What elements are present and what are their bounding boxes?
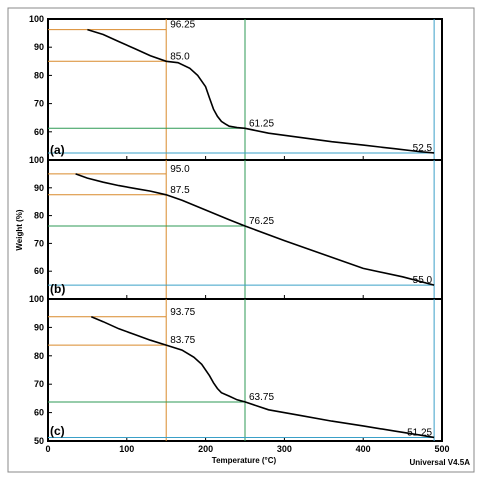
y-tick-label: 80 xyxy=(34,211,44,221)
x-tick-label: 100 xyxy=(119,444,134,454)
y-tick-label: 100 xyxy=(29,155,44,165)
value-annotation: 52.5 xyxy=(413,143,433,154)
value-annotation: 51.25 xyxy=(407,427,432,438)
weight-loss-curve xyxy=(87,28,435,154)
value-annotation: 63.75 xyxy=(249,392,274,403)
y-tick-label: 60 xyxy=(34,266,44,276)
value-annotation: 93.75 xyxy=(170,307,195,318)
value-annotation: 95.0 xyxy=(170,164,190,175)
x-tick-label: 0 xyxy=(45,444,50,454)
value-annotation: 83.75 xyxy=(170,335,195,346)
x-axis-title: Temperature (°C) xyxy=(212,456,277,465)
y-tick-label: 100 xyxy=(29,14,44,24)
y-tick-label: 90 xyxy=(34,183,44,193)
weight-loss-curve xyxy=(90,316,435,439)
value-annotation: 87.5 xyxy=(170,185,190,196)
y-tick-label: 60 xyxy=(34,127,44,137)
panel-label: (c) xyxy=(50,424,65,438)
x-tick-label: 300 xyxy=(277,444,292,454)
x-tick-label: 400 xyxy=(356,444,371,454)
x-tick-label: 500 xyxy=(434,444,449,454)
y-tick-label: 70 xyxy=(34,99,44,109)
y-tick-label: 70 xyxy=(34,238,44,248)
y-tick-label: 70 xyxy=(34,379,44,389)
value-annotation: 55.0 xyxy=(413,275,433,286)
value-annotation: 61.25 xyxy=(249,118,274,129)
y-tick-label: 90 xyxy=(34,322,44,332)
y-axis-title: Weight (%) xyxy=(15,209,24,251)
panel-3: 100 90 80 70 60 500 100 200 300 400 500 93.75 83.75 6… xyxy=(29,294,450,454)
value-annotation: 76.25 xyxy=(249,216,274,227)
weight-loss-curve xyxy=(75,173,435,286)
y-tick-label: 90 xyxy=(34,42,44,52)
y-tick-label: 100 xyxy=(29,294,44,304)
outer-frame xyxy=(7,7,475,473)
value-annotation: 85.0 xyxy=(170,51,190,62)
y-tick-label: 50 xyxy=(34,436,44,446)
value-annotation: 96.25 xyxy=(170,20,195,31)
panel-label: (a) xyxy=(50,143,65,157)
y-tick-label: 60 xyxy=(34,408,44,418)
footer-version: Universal V4.5A xyxy=(410,458,471,467)
y-tick-label: 80 xyxy=(34,351,44,361)
y-tick-label: 80 xyxy=(34,70,44,80)
x-tick-label: 200 xyxy=(198,444,213,454)
panel-label: (b) xyxy=(50,282,65,296)
